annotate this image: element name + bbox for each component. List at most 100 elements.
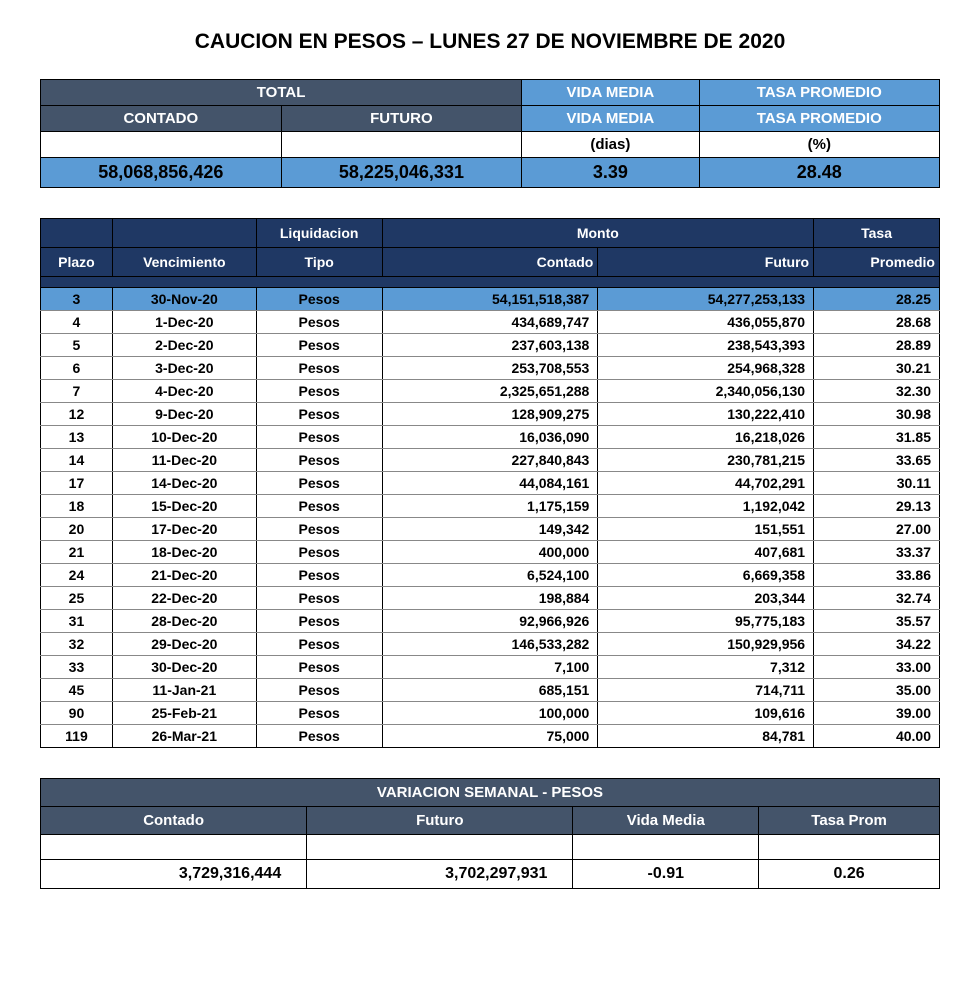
- cell-plazo: 3: [41, 288, 113, 311]
- table-row: 11926-Mar-21Pesos75,00084,78140.00: [41, 725, 940, 748]
- cell-tasa: 33.00: [814, 656, 940, 679]
- cell-venc: 1-Dec-20: [112, 311, 256, 334]
- cell-tipo: Pesos: [256, 472, 382, 495]
- cell-tasa: 28.68: [814, 311, 940, 334]
- cell-tasa: 30.11: [814, 472, 940, 495]
- cell-futuro: 203,344: [598, 587, 814, 610]
- cell-contado: 54,151,518,387: [382, 288, 598, 311]
- cell-tipo: Pesos: [256, 311, 382, 334]
- cell-venc: 18-Dec-20: [112, 541, 256, 564]
- cell-venc: 11-Jan-21: [112, 679, 256, 702]
- summary-table: TOTAL VIDA MEDIA TASA PROMEDIO CONTADO F…: [40, 79, 940, 188]
- cell-venc: 3-Dec-20: [112, 357, 256, 380]
- cell-futuro: 436,055,870: [598, 311, 814, 334]
- cell-contado: 400,000: [382, 541, 598, 564]
- cell-futuro: 714,711: [598, 679, 814, 702]
- summary-dias-label: (dias): [522, 132, 699, 158]
- cell-plazo: 17: [41, 472, 113, 495]
- cell-venc: 22-Dec-20: [112, 587, 256, 610]
- cell-tipo: Pesos: [256, 587, 382, 610]
- summary-vidamedia-value: 3.39: [522, 158, 699, 188]
- cell-tipo: Pesos: [256, 380, 382, 403]
- cell-venc: 11-Dec-20: [112, 449, 256, 472]
- cell-tasa: 32.74: [814, 587, 940, 610]
- cell-tipo: Pesos: [256, 426, 382, 449]
- cell-tipo: Pesos: [256, 495, 382, 518]
- cell-contado: 1,175,159: [382, 495, 598, 518]
- variation-futuro-value: 3,702,297,931: [307, 860, 573, 889]
- cell-futuro: 230,781,215: [598, 449, 814, 472]
- cell-tipo: Pesos: [256, 357, 382, 380]
- cell-futuro: 95,775,183: [598, 610, 814, 633]
- cell-tasa: 28.25: [814, 288, 940, 311]
- cell-tasa: 34.22: [814, 633, 940, 656]
- cell-plazo: 25: [41, 587, 113, 610]
- main-th-plazo: Plazo: [41, 248, 113, 277]
- main-th-tasa: Tasa: [814, 219, 940, 248]
- cell-venc: 25-Feb-21: [112, 702, 256, 725]
- table-row: 3330-Dec-20Pesos7,1007,31233.00: [41, 656, 940, 679]
- cell-futuro: 254,968,328: [598, 357, 814, 380]
- cell-plazo: 21: [41, 541, 113, 564]
- cell-tipo: Pesos: [256, 679, 382, 702]
- cell-tasa: 27.00: [814, 518, 940, 541]
- cell-tasa: 35.00: [814, 679, 940, 702]
- cell-plazo: 90: [41, 702, 113, 725]
- main-th-monto: Monto: [382, 219, 814, 248]
- cell-venc: 28-Dec-20: [112, 610, 256, 633]
- cell-venc: 14-Dec-20: [112, 472, 256, 495]
- cell-venc: 4-Dec-20: [112, 380, 256, 403]
- cell-tipo: Pesos: [256, 334, 382, 357]
- table-row: 1310-Dec-20Pesos16,036,09016,218,02631.8…: [41, 426, 940, 449]
- summary-futuro-value: 58,225,046,331: [281, 158, 522, 188]
- cell-plazo: 18: [41, 495, 113, 518]
- table-row: 2421-Dec-20Pesos6,524,1006,669,35833.86: [41, 564, 940, 587]
- table-row: 129-Dec-20Pesos128,909,275130,222,41030.…: [41, 403, 940, 426]
- variation-table: VARIACION SEMANAL - PESOS Contado Futuro…: [40, 778, 940, 889]
- cell-futuro: 1,192,042: [598, 495, 814, 518]
- summary-promedio-header: TASA PROMEDIO: [699, 106, 939, 132]
- main-th-blank: [41, 219, 113, 248]
- cell-tasa: 33.65: [814, 449, 940, 472]
- cell-tasa: 33.37: [814, 541, 940, 564]
- cell-tasa: 33.86: [814, 564, 940, 587]
- cell-tipo: Pesos: [256, 610, 382, 633]
- summary-futuro-header: FUTURO: [281, 106, 522, 132]
- table-row: 330-Nov-20Pesos54,151,518,38754,277,253,…: [41, 288, 940, 311]
- cell-futuro: 109,616: [598, 702, 814, 725]
- cell-plazo: 31: [41, 610, 113, 633]
- cell-tipo: Pesos: [256, 633, 382, 656]
- cell-venc: 26-Mar-21: [112, 725, 256, 748]
- cell-contado: 75,000: [382, 725, 598, 748]
- cell-tipo: Pesos: [256, 403, 382, 426]
- summary-blank: [281, 132, 522, 158]
- variation-th-futuro: Futuro: [307, 807, 573, 835]
- variation-title: VARIACION SEMANAL - PESOS: [41, 779, 940, 807]
- variation-spacer: [759, 835, 940, 860]
- cell-contado: 44,084,161: [382, 472, 598, 495]
- cell-venc: 10-Dec-20: [112, 426, 256, 449]
- cell-venc: 9-Dec-20: [112, 403, 256, 426]
- variation-vidamedia-value: -0.91: [573, 860, 759, 889]
- table-row: 4511-Jan-21Pesos685,151714,71135.00: [41, 679, 940, 702]
- summary-blank: [41, 132, 282, 158]
- table-row: 41-Dec-20Pesos434,689,747436,055,87028.6…: [41, 311, 940, 334]
- variation-th-contado: Contado: [41, 807, 307, 835]
- cell-tipo: Pesos: [256, 656, 382, 679]
- cell-plazo: 32: [41, 633, 113, 656]
- cell-plazo: 13: [41, 426, 113, 449]
- cell-contado: 6,524,100: [382, 564, 598, 587]
- summary-pct-label: (%): [699, 132, 939, 158]
- table-row: 2522-Dec-20Pesos198,884203,34432.74: [41, 587, 940, 610]
- cell-tasa: 28.89: [814, 334, 940, 357]
- cell-venc: 17-Dec-20: [112, 518, 256, 541]
- table-row: 63-Dec-20Pesos253,708,553254,968,32830.2…: [41, 357, 940, 380]
- variation-spacer: [307, 835, 573, 860]
- summary-tasa-header: TASA PROMEDIO: [699, 80, 939, 106]
- cell-tipo: Pesos: [256, 288, 382, 311]
- page-title: CAUCION EN PESOS – LUNES 27 DE NOVIEMBRE…: [40, 30, 940, 54]
- table-row: 1411-Dec-20Pesos227,840,843230,781,21533…: [41, 449, 940, 472]
- cell-futuro: 16,218,026: [598, 426, 814, 449]
- cell-contado: 685,151: [382, 679, 598, 702]
- cell-contado: 198,884: [382, 587, 598, 610]
